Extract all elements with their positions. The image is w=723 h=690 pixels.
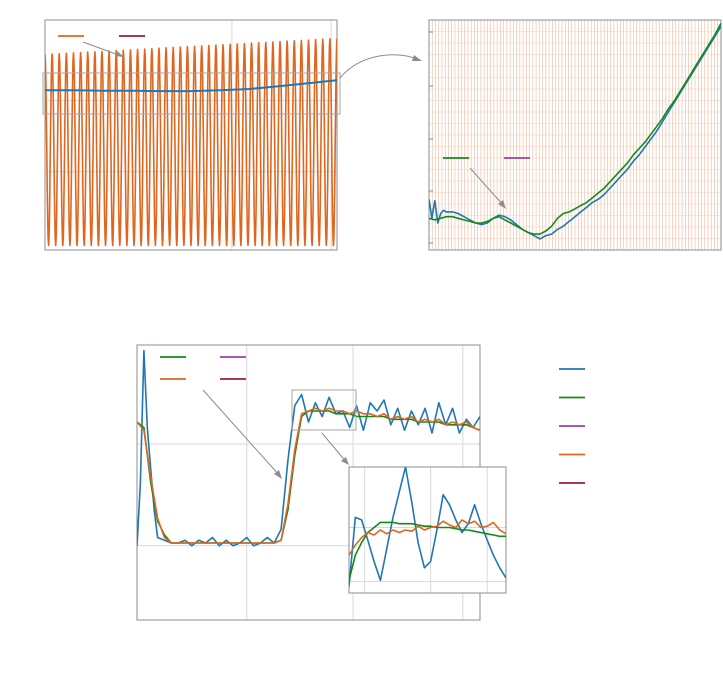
top-left-annotation-arrowhead <box>115 51 124 57</box>
zoom-region-box <box>42 72 341 115</box>
inset-chart-frame <box>348 466 507 594</box>
inset-chart-series-green <box>349 521 506 581</box>
zoom-annotation-arrow <box>469 167 505 207</box>
inset-connector-arrow <box>321 432 348 464</box>
top-left-chart-frame <box>44 19 338 251</box>
inset-chart-series-orange <box>349 519 506 556</box>
zoom-connector-curve <box>339 54 421 79</box>
inset-chart-background <box>349 467 506 593</box>
zoom-connector-arrowhead <box>412 55 422 61</box>
top-left-chart-series-orange <box>45 38 337 247</box>
bottom-zoom-region-box <box>291 389 357 431</box>
top-left-chart-series-blue <box>45 79 337 93</box>
zoom-chart-series-green <box>429 22 721 235</box>
zoom-chart-series-blue <box>429 25 721 240</box>
zoom-annotation-arrowhead <box>498 200 506 209</box>
bottom-annotation-arrow <box>202 389 281 477</box>
bottom-annotation-arrowhead <box>274 470 282 479</box>
bottom-chart-series-orange <box>137 407 480 544</box>
inset-chart-series-blue <box>349 467 506 587</box>
zoom-chart-frame <box>428 19 722 251</box>
inset-connector-arrowhead <box>341 457 349 465</box>
inset-chart-axes <box>348 466 507 594</box>
zoom-chart-axes <box>428 19 722 251</box>
